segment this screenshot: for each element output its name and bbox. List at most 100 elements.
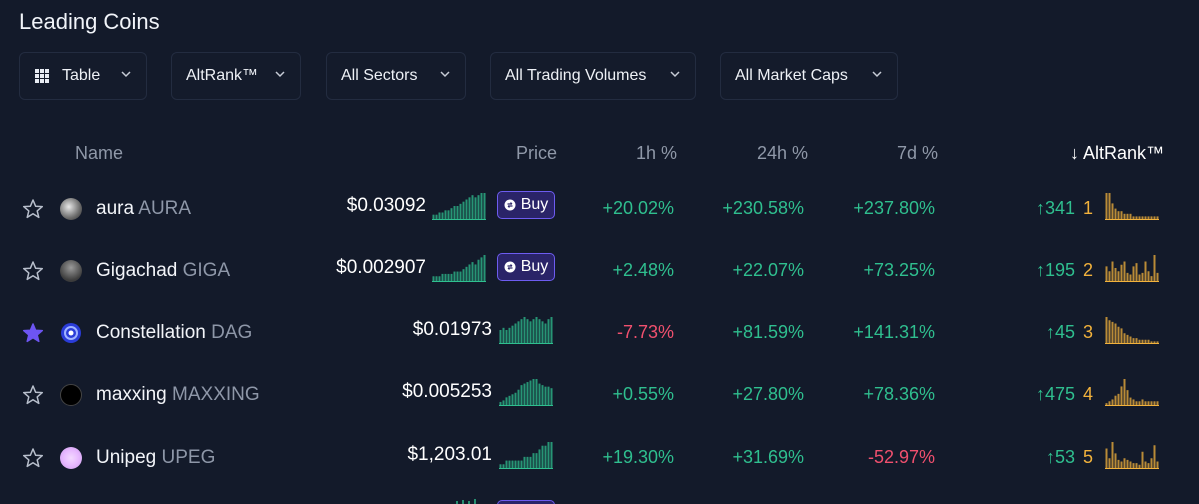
market-cap-select-label: All Market Caps: [735, 67, 848, 84]
sector-select[interactable]: All Sectors: [326, 52, 466, 100]
exchange-icon: [504, 261, 516, 273]
table-row[interactable]: maxxing MAXXING $0.005253 +0.55% +27.80% +78…: [0, 364, 1199, 426]
price-sparkline: [432, 193, 486, 220]
altrank-sparkline: [1105, 317, 1159, 344]
price-sparkline: [499, 317, 553, 344]
altrank-value: 2: [1083, 260, 1094, 280]
buy-button[interactable]: Buy: [497, 191, 555, 219]
coin-price: $0.01973: [412, 319, 492, 340]
buy-button-label: Buy: [520, 196, 549, 213]
coin-name[interactable]: Unipeg UPEG: [96, 447, 215, 469]
table-row[interactable]: Constellation DAG $0.01973 -7.73% +81.59% +1…: [0, 302, 1199, 364]
filter-bar: Table AltRank™ All Sectors All Trading V…: [0, 52, 1199, 102]
change-1h: +2.48%: [612, 260, 674, 280]
coin-symbol: DAG: [211, 322, 253, 343]
favorite-star-icon[interactable]: [22, 260, 44, 282]
sort-select-label: AltRank™: [186, 67, 259, 84]
header-24h[interactable]: 24h %: [756, 143, 808, 163]
exchange-icon: [504, 199, 516, 211]
change-24h: +31.69%: [732, 447, 804, 467]
altrank-change: ↑475: [1035, 384, 1075, 404]
favorite-star-icon[interactable]: [22, 322, 44, 344]
coin-name[interactable]: Constellation DAG: [96, 322, 252, 344]
coin-logo: [60, 198, 82, 220]
change-24h: +27.80%: [732, 384, 804, 404]
sector-select-label: All Sectors: [341, 67, 418, 84]
coin-name-text: aura: [96, 198, 135, 219]
coin-name[interactable]: maxxing MAXXING: [96, 384, 260, 406]
altrank-change: ↑53: [1045, 447, 1075, 467]
change-1h: -7.73%: [616, 322, 674, 342]
table-row[interactable]: aura AURA $0.03092 Buy +20.02% +230.58% +237…: [0, 178, 1199, 240]
coin-symbol: MAXXING: [172, 384, 260, 405]
coin-name-text: Constellation: [96, 322, 206, 343]
price-sparkline: [456, 499, 476, 504]
change-24h: +230.58%: [722, 198, 804, 218]
market-cap-select[interactable]: All Market Caps: [720, 52, 898, 100]
table-row[interactable]: [0, 489, 1199, 504]
coin-price: $1,203.01: [407, 444, 492, 465]
price-sparkline: [499, 379, 553, 406]
header-price[interactable]: Price: [515, 143, 557, 163]
favorite-star-icon[interactable]: [22, 447, 44, 469]
altrank-value: 4: [1083, 384, 1094, 404]
favorite-star-icon[interactable]: [22, 198, 44, 220]
view-select[interactable]: Table: [19, 52, 147, 100]
buy-button-label: Buy: [520, 258, 549, 275]
header-7d[interactable]: 7d %: [896, 143, 938, 163]
coin-name-text: maxxing: [96, 384, 167, 405]
table-row[interactable]: Unipeg UPEG $1,203.01 +19.30% +31.69% -52.97…: [0, 427, 1199, 489]
coin-name-text: Unipeg: [96, 447, 157, 468]
buy-button[interactable]: [497, 500, 555, 504]
altrank-sparkline: [1105, 255, 1159, 282]
coin-name[interactable]: aura AURA: [96, 198, 191, 220]
change-1h: +0.55%: [612, 384, 674, 404]
change-7d: +78.36%: [863, 384, 935, 404]
change-7d: +73.25%: [863, 260, 935, 280]
change-24h: +22.07%: [732, 260, 804, 280]
chevron-down-icon: [440, 71, 450, 78]
chevron-down-icon: [121, 71, 131, 78]
coin-symbol: AURA: [138, 198, 192, 219]
change-7d: -52.97%: [867, 447, 935, 467]
altrank-sparkline: [1105, 379, 1159, 406]
chevron-down-icon: [275, 71, 285, 78]
sort-select[interactable]: AltRank™: [171, 52, 301, 100]
price-sparkline: [432, 255, 486, 282]
change-24h: +81.59%: [732, 322, 804, 342]
altrank-value: 1: [1083, 198, 1094, 218]
grid-icon: [35, 69, 49, 83]
altrank-sparkline: [1105, 442, 1159, 469]
coin-price: $0.002907: [336, 257, 426, 278]
coin-logo: [60, 384, 82, 406]
view-select-label: Table: [62, 67, 101, 84]
header-name[interactable]: Name: [75, 143, 124, 163]
table-row[interactable]: Gigachad GIGA $0.002907 Buy +2.48% +22.07% +…: [0, 240, 1199, 302]
change-1h: +19.30%: [602, 447, 674, 467]
favorite-star-icon[interactable]: [22, 384, 44, 406]
coin-price: $0.005253: [402, 381, 492, 402]
header-1h[interactable]: 1h %: [635, 143, 677, 163]
coin-logo: [61, 323, 81, 343]
coin-price: $0.03092: [346, 195, 426, 216]
chevron-down-icon: [872, 71, 882, 78]
altrank-value: 5: [1083, 447, 1094, 467]
coin-logo: [60, 447, 82, 469]
coin-name-text: Gigachad: [96, 260, 178, 281]
chevron-down-icon: [670, 71, 680, 78]
buy-button[interactable]: Buy: [497, 253, 555, 281]
altrank-change: ↑341: [1035, 198, 1075, 218]
change-1h: +20.02%: [602, 198, 674, 218]
header-altrank[interactable]: ↓ AltRank™: [1069, 143, 1164, 163]
altrank-sparkline: [1105, 193, 1159, 220]
coin-name[interactable]: Gigachad GIGA: [96, 260, 230, 282]
change-7d: +141.31%: [853, 322, 935, 342]
page-title: Leading Coins: [19, 9, 160, 34]
coin-symbol: GIGA: [182, 260, 231, 281]
volume-select-label: All Trading Volumes: [505, 67, 647, 84]
altrank-change: ↑45: [1045, 322, 1075, 342]
coin-logo: [60, 260, 82, 282]
price-sparkline: [499, 442, 553, 469]
volume-select[interactable]: All Trading Volumes: [490, 52, 696, 100]
coin-symbol: UPEG: [161, 447, 216, 468]
